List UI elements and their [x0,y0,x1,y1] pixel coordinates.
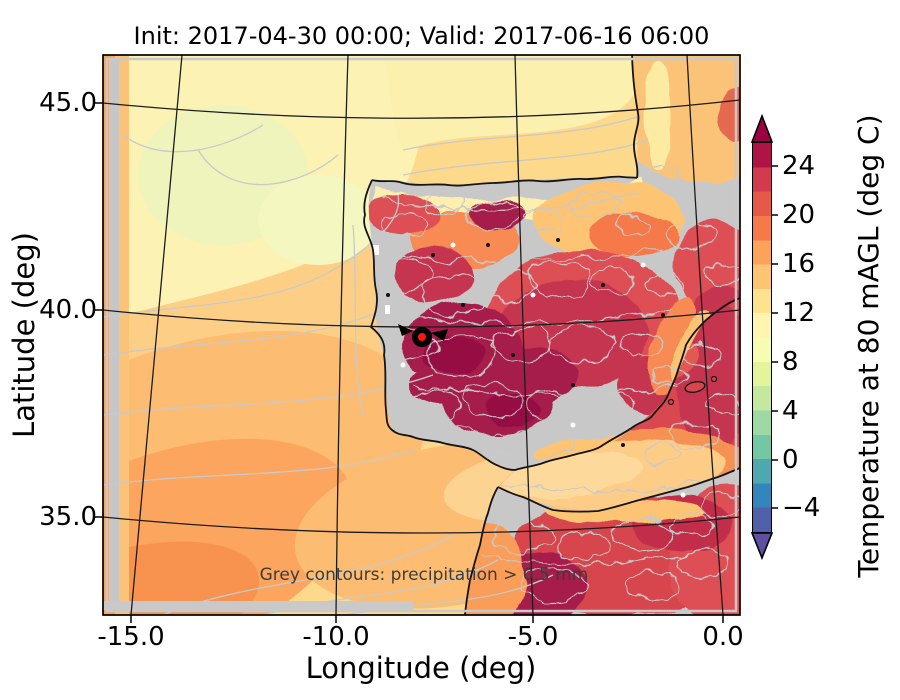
colorbar-over-arrow [750,113,774,143]
x-tick-m5: -5.0 [507,622,559,652]
precip-annotation: Grey contours: precipitation > 0.5 mm [259,565,589,585]
terrain-specks [373,238,686,498]
x-axis-label: Longitude (deg) [305,651,537,685]
cb-tick-20: 20 [782,200,816,230]
plot-border [102,54,741,616]
location-marker [398,324,448,347]
graticule [103,55,740,615]
colorbar-ticks-marks [772,165,778,509]
x-tick-0: 0.0 [702,622,744,652]
y-tick-45: 45.0 [39,88,97,118]
axis-ticks [95,102,724,623]
precipitation-contours [374,165,740,602]
cb-tick-m4: −4 [782,493,821,523]
x-tick-m10: -10.0 [302,622,370,652]
x-tick-m15: -15.0 [97,622,165,652]
cb-tick-0: 0 [782,445,799,475]
map-area [103,55,740,615]
colorbar-label: Temperature at 80 mAGL (deg C) [852,114,885,578]
cb-tick-8: 8 [782,347,799,377]
colorbar-under-arrow [750,532,774,561]
biscay-region [383,55,648,153]
cb-tick-16: 16 [782,249,816,279]
cb-tick-12: 12 [782,298,816,328]
y-axis-label: Latitude (deg) [7,232,41,438]
cb-tick-4: 4 [782,396,799,426]
colorbar [752,142,772,533]
plot-title: Init: 2017-04-30 00:00; Valid: 2017-06-1… [133,22,710,50]
cb-tick-24: 24 [782,151,816,181]
y-tick-40: 40.0 [39,295,97,325]
coastline [363,55,740,615]
y-tick-35: 35.0 [39,502,97,532]
